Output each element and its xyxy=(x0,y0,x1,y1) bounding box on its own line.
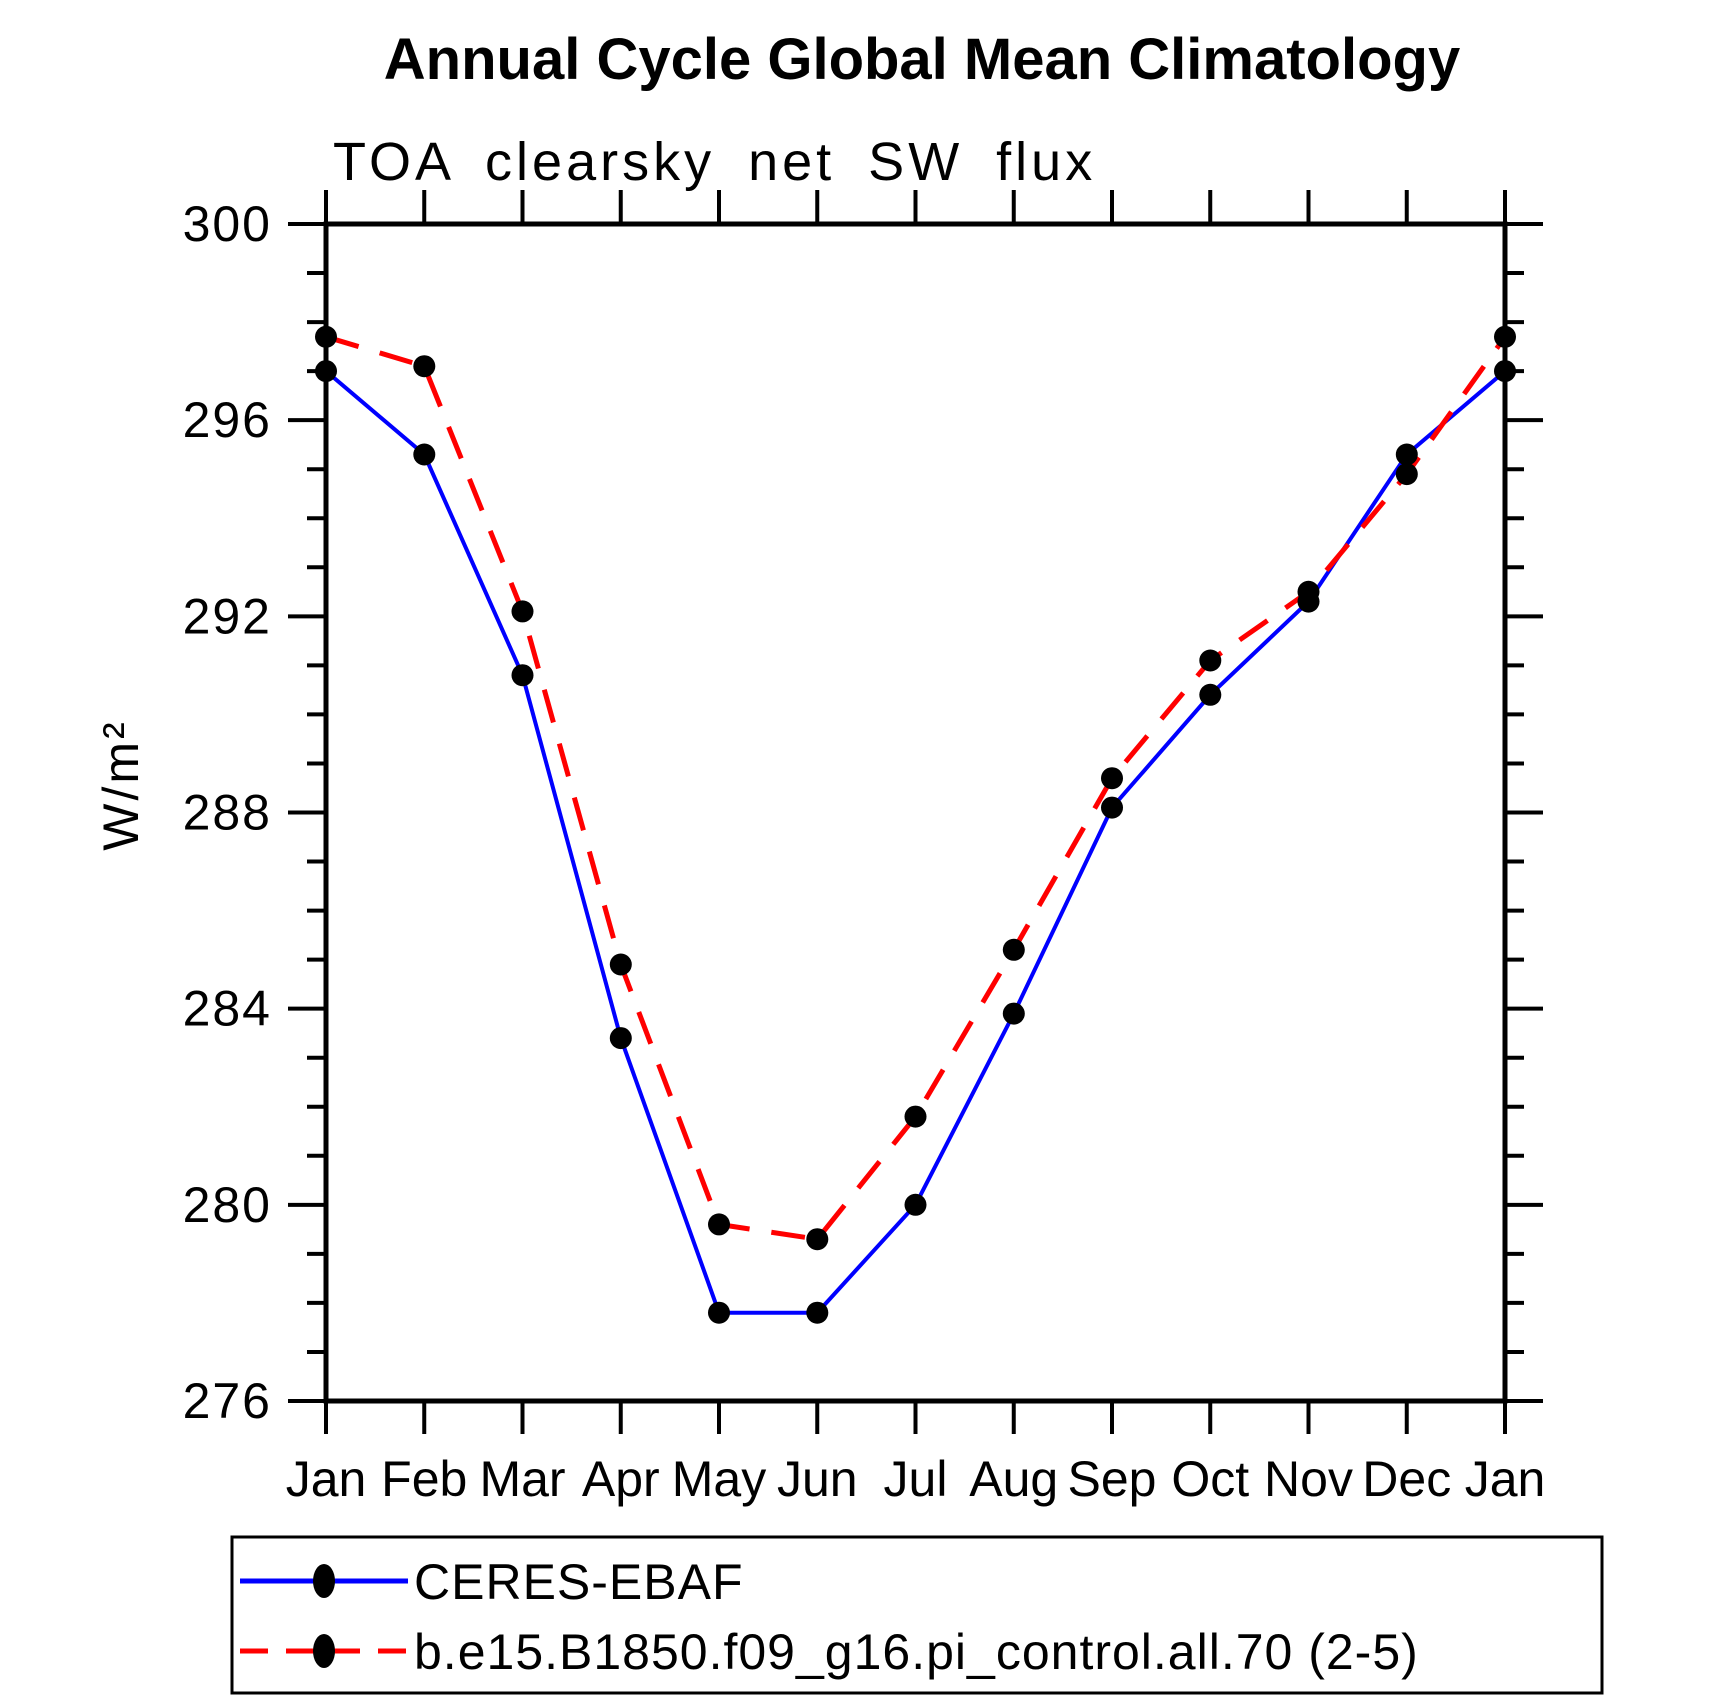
y-axis-label: W/m² xyxy=(93,719,149,850)
legend-marker-model xyxy=(313,1634,335,1668)
x-tick-label: Jun xyxy=(777,1451,858,1507)
y-tick-label: 280 xyxy=(183,1177,272,1233)
series-line-ceres xyxy=(324,369,1507,1315)
data-point-ceres xyxy=(1101,796,1123,819)
legend-label-ceres: CERES-EBAF xyxy=(414,1554,744,1610)
x-tick-label: Dec xyxy=(1362,1451,1451,1507)
data-point-model xyxy=(511,600,534,623)
data-point-model xyxy=(708,1213,730,1236)
y-tick-label: 276 xyxy=(183,1373,272,1429)
x-tick-label: Mar xyxy=(479,1451,565,1507)
data-point-ceres xyxy=(1199,683,1222,706)
x-tick-label: Jan xyxy=(1465,1451,1546,1507)
data-point-ceres xyxy=(1002,1002,1025,1025)
series-line-model xyxy=(325,334,1508,1242)
legend-marker-ceres xyxy=(313,1564,335,1598)
data-point-ceres xyxy=(904,1193,927,1216)
x-tick-label: Apr xyxy=(582,1451,660,1507)
data-point-model xyxy=(1199,649,1222,672)
chart-subtitle: TOA clearsky net SW flux xyxy=(333,132,1096,192)
data-point-ceres xyxy=(315,360,337,383)
data-point-model xyxy=(806,1228,829,1251)
data-point-ceres xyxy=(1494,360,1516,383)
x-tick-label: Nov xyxy=(1264,1451,1353,1507)
legend-border xyxy=(230,1535,1604,1695)
data-point-model xyxy=(904,1105,927,1128)
x-tick-label: Aug xyxy=(969,1451,1058,1507)
data-point-ceres xyxy=(806,1301,829,1324)
x-tick-label: Jul xyxy=(884,1451,948,1507)
data-point-model xyxy=(609,953,632,976)
x-tick-label: Sep xyxy=(1068,1451,1157,1507)
data-point-model xyxy=(413,355,436,378)
x-tick-label: May xyxy=(672,1451,766,1507)
data-point-model xyxy=(1494,325,1516,348)
data-point-model xyxy=(1395,463,1418,486)
data-point-ceres xyxy=(1395,443,1418,466)
x-tick-label: Oct xyxy=(1171,1451,1249,1507)
data-point-ceres xyxy=(708,1301,730,1324)
data-point-model xyxy=(1297,580,1320,603)
y-tick-label: 300 xyxy=(183,196,272,252)
x-tick-label: Jan xyxy=(286,1451,367,1507)
y-tick-label: 296 xyxy=(183,392,272,448)
data-point-model xyxy=(1101,767,1123,790)
x-tick-label: Feb xyxy=(381,1451,467,1507)
chart-title: Annual Cycle Global Mean Climatology xyxy=(384,27,1460,92)
legend-label-model: b.e15.B1850.f09_g16.pi_control.all.70 (2… xyxy=(414,1624,1419,1680)
data-point-ceres xyxy=(413,443,436,466)
y-tick-label: 288 xyxy=(183,785,272,841)
y-tick-label: 292 xyxy=(183,588,272,644)
data-point-ceres xyxy=(511,664,534,687)
y-tick-label: 284 xyxy=(183,981,272,1037)
plot-frame xyxy=(323,221,1508,1404)
legend: CERES-EBAF b.e15.B1850.f09_g16.pi_contro… xyxy=(230,1535,1604,1695)
data-point-ceres xyxy=(609,1027,632,1050)
data-point-model xyxy=(315,325,337,348)
data-point-model xyxy=(1002,938,1025,961)
